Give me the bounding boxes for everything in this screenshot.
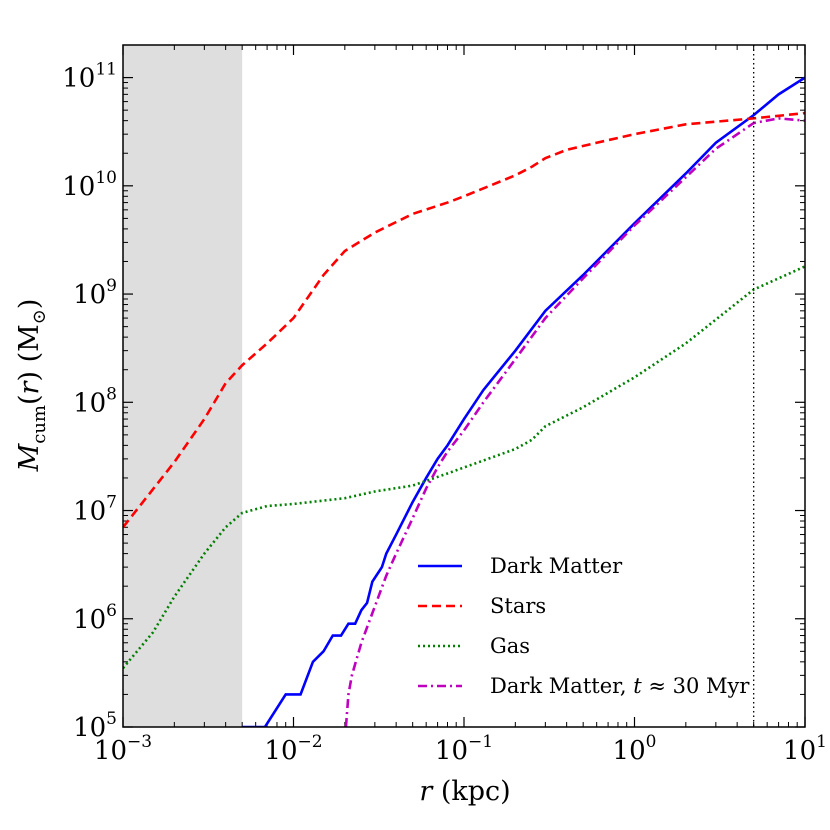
y-tick-label: 105	[73, 709, 117, 743]
x-tick-label: 101	[783, 732, 827, 766]
y-tick-label: 109	[73, 276, 117, 310]
plot-frame	[122, 44, 806, 728]
x-tick-labels: 10−3 10−2 10−1 100 101	[94, 732, 827, 766]
y-tick-label: 1010	[62, 168, 117, 202]
y-tick-labels: 105 106 107 108 109 1010 1011	[62, 60, 117, 743]
x-axis-label: r (kpc)	[419, 776, 510, 807]
tick-marks	[122, 44, 806, 728]
y-tick-label: 1011	[62, 60, 117, 94]
y-tick-label: 107	[73, 493, 117, 527]
series-line-dark-matter	[242, 76, 805, 727]
legend-label: Gas	[490, 634, 530, 658]
shaded-region	[123, 45, 243, 727]
series-line-dark-matter-t-30-myr	[344, 117, 805, 727]
y-axis-label: Mcum(r) (M⊙)	[14, 299, 50, 473]
x-tick-label: 10−3	[94, 732, 152, 766]
x-tick-label: 10−2	[264, 732, 322, 766]
series-layer	[123, 76, 805, 727]
x-tick-label: 10−1	[435, 732, 493, 766]
y-tick-label: 106	[73, 601, 117, 635]
x-tick-label: 100	[613, 732, 657, 766]
series-line-stars	[123, 111, 805, 529]
legend: Dark Matter Stars Gas Dark Matter, t ≈ 30 M…	[418, 554, 750, 698]
legend-label: Dark Matter	[490, 554, 623, 578]
legend-label: Stars	[490, 594, 546, 618]
legend-label: Dark Matter, t ≈ 30 Myr	[490, 674, 750, 698]
y-tick-label: 108	[73, 384, 117, 418]
